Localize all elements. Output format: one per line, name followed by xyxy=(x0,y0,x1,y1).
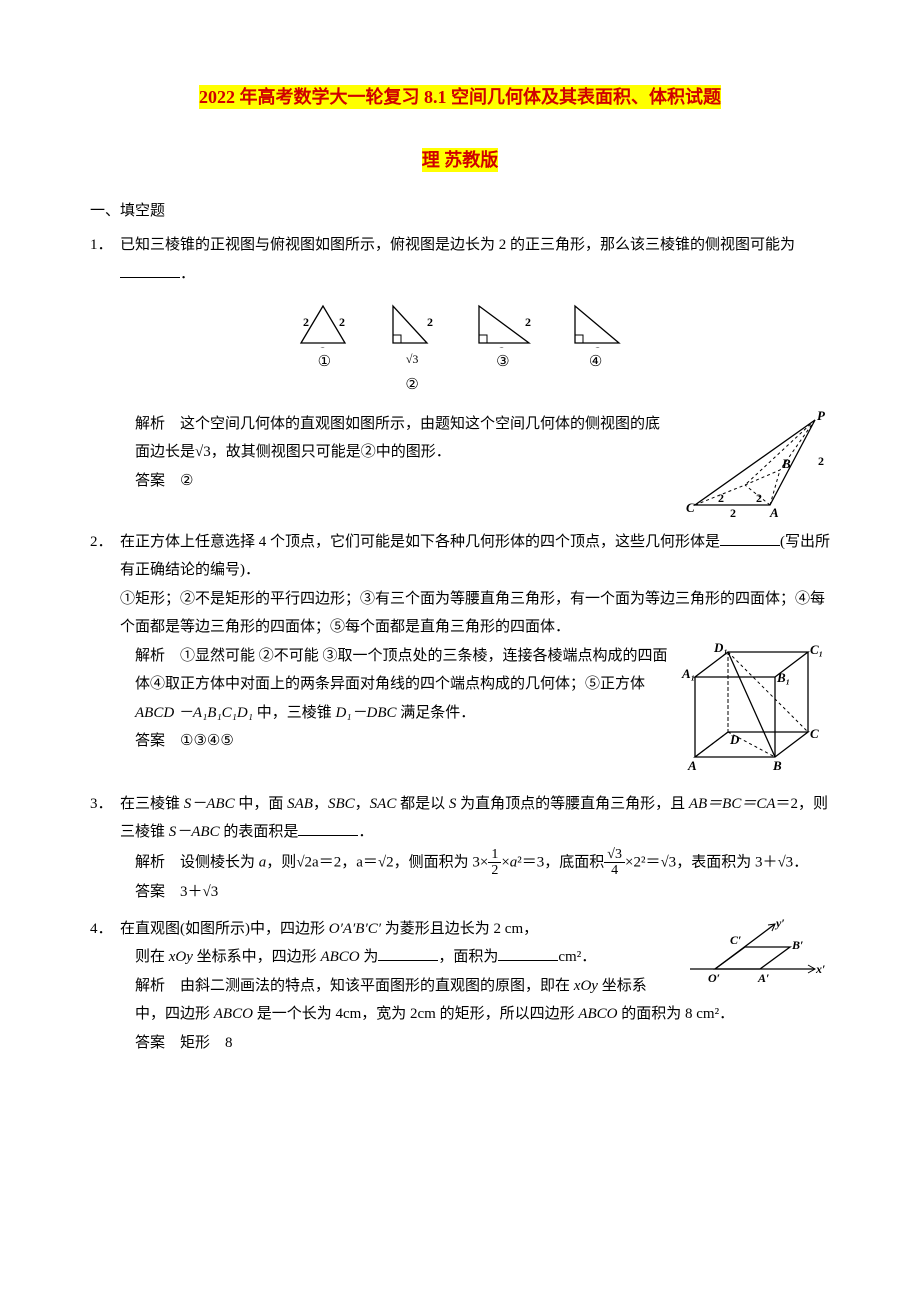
q3-ans: 3＋√3 xyxy=(180,884,218,900)
q2-number: 2． xyxy=(90,528,113,557)
question-1: 1． 已知三棱锥的正视图与俯视图如图所示，俯视图是边长为 2 的正三角形，那么该… xyxy=(90,231,830,519)
svg-text:A: A xyxy=(687,758,697,773)
svg-text:2: 2 xyxy=(818,454,824,468)
q1-ans-label: 答案 xyxy=(135,473,165,489)
q1-ans: ② xyxy=(180,473,193,489)
q3-expl-label: 解析 xyxy=(135,854,165,870)
q3-number: 3． xyxy=(90,790,113,819)
q3-ans-label: 答案 xyxy=(135,884,165,900)
q1-opt-3: 22 ③ xyxy=(469,298,537,377)
q1-opt-1: 222 ① xyxy=(293,298,355,377)
svg-text:B: B xyxy=(772,758,782,773)
svg-text:y′: y′ xyxy=(774,919,785,930)
q2-options: ①矩形；②不是矩形的平行四边形；③有三个面为等腰直角三角形，有一个面为等边三角形… xyxy=(90,585,830,642)
svg-text:A₁: A₁ xyxy=(681,666,695,681)
svg-text:2: 2 xyxy=(718,491,724,505)
q4-side-figure: O′ A′ B′ C′ x′ y′ xyxy=(680,919,830,989)
svg-text:x′: x′ xyxy=(815,962,825,976)
q1-blank xyxy=(120,262,180,278)
svg-text:2: 2 xyxy=(525,315,531,329)
q1-side-figure: P A C B 2 2 2 2 xyxy=(680,410,830,520)
q4-ans: 矩形 8 xyxy=(180,1035,233,1051)
svg-text:2: 2 xyxy=(339,315,345,329)
q1-expl-label: 解析 xyxy=(135,416,165,432)
frac-sqrt3-4: √34 xyxy=(604,847,625,879)
q4-blank1 xyxy=(378,945,438,961)
q2-ans: ①③④⑤ xyxy=(180,733,234,749)
q1-options-row: 222 ① 2 √3 ② 22 ③ 2 ④ xyxy=(90,298,830,399)
q1-opt-2: 2 √3 ② xyxy=(383,298,441,399)
q4-expl-label: 解析 xyxy=(135,978,165,994)
svg-text:A: A xyxy=(769,505,779,520)
svg-text:B: B xyxy=(781,456,791,471)
svg-text:B′: B′ xyxy=(791,938,803,952)
q1-number: 1． xyxy=(90,231,113,260)
svg-text:C: C xyxy=(810,726,819,741)
q2-text-a: 在正方体上任意选择 4 个顶点，它们可能是如下各种几何形体的四个顶点，这些几何形… xyxy=(120,534,720,550)
svg-text:O′: O′ xyxy=(708,971,720,985)
svg-text:2: 2 xyxy=(303,315,309,329)
frac-half: 12 xyxy=(488,847,501,879)
question-4: 4． O′ A′ B′ C′ x′ y′ 在直观图(如图所示)中，四边形 O′A… xyxy=(90,915,830,1058)
q1-opt-4: 2 ④ xyxy=(565,298,627,377)
q4-number: 4． xyxy=(90,915,113,944)
svg-text:B₁: B₁ xyxy=(776,670,790,685)
svg-text:2: 2 xyxy=(730,506,736,520)
svg-text:C: C xyxy=(686,500,695,515)
title-block: 2022 年高考数学大一轮复习 8.1 空间几何体及其表面积、体积试题 理 苏教… xyxy=(90,80,830,177)
q2-side-figure: A B C D A₁ B₁ C₁ D₁ xyxy=(680,642,830,782)
q1-expl: 这个空间几何体的直观图如图所示，由题知这个空间几何体的侧视图的底面边长是√3，故… xyxy=(135,416,660,461)
q4-ans-label: 答案 xyxy=(135,1035,165,1051)
q4-blank2 xyxy=(498,945,558,961)
question-3: 3． 在三棱锥 S－ABC 中，面 SAB，SBC，SAC 都是以 S 为直角顶… xyxy=(90,790,830,907)
svg-text:P: P xyxy=(817,410,826,423)
q2-expl-label: 解析 xyxy=(135,648,165,664)
svg-text:C′: C′ xyxy=(730,933,741,947)
svg-text:2: 2 xyxy=(756,491,762,505)
question-2: 2． 在正方体上任意选择 4 个顶点，它们可能是如下各种几何形体的四个顶点，这些… xyxy=(90,528,830,782)
svg-text:A′: A′ xyxy=(757,971,769,985)
svg-text:C₁: C₁ xyxy=(810,642,823,657)
q2-ans-label: 答案 xyxy=(135,733,165,749)
svg-text:D: D xyxy=(729,732,740,747)
title-line1: 2022 年高考数学大一轮复习 8.1 空间几何体及其表面积、体积试题 xyxy=(199,85,721,109)
q1-text: 已知三棱锥的正视图与俯视图如图所示，俯视图是边长为 2 的正三角形，那么该三棱锥… xyxy=(120,237,795,253)
title-line2: 理 苏教版 xyxy=(422,148,499,172)
svg-text:D₁: D₁ xyxy=(713,642,728,655)
svg-text:2: 2 xyxy=(427,315,433,329)
q2-expl-a: ①显然可能 ②不可能 ③取一个顶点处的三条棱，连接各棱端点构成的四面体④取正方体… xyxy=(135,648,668,693)
section-header: 一、填空题 xyxy=(90,197,830,226)
q2-blank xyxy=(720,530,780,546)
q3-blank xyxy=(298,820,358,836)
